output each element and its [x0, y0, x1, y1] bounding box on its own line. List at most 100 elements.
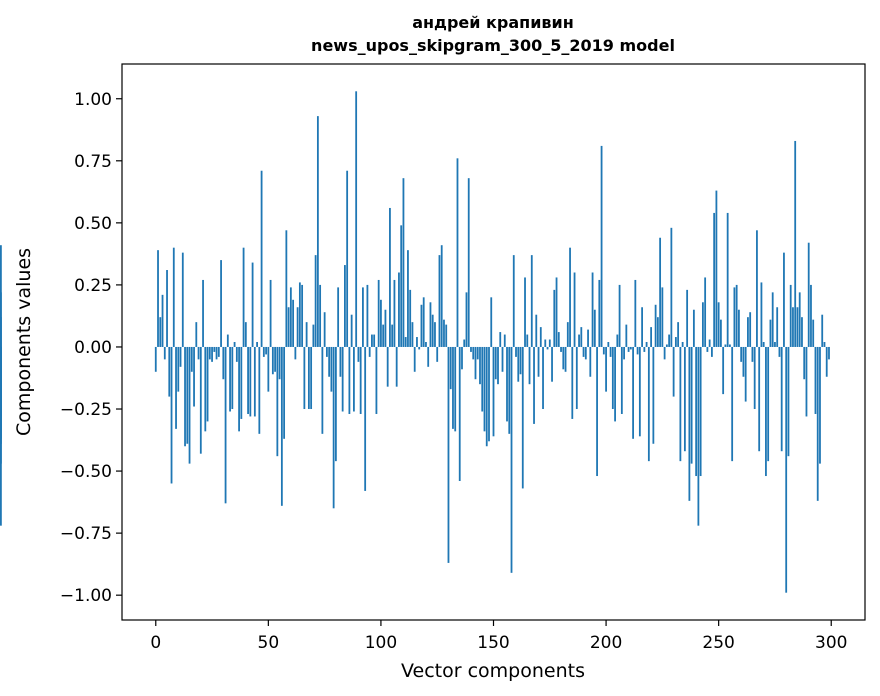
bar-component-271 — [765, 346, 767, 477]
bar-component-23 — [206, 346, 209, 422]
bar-component-131 — [449, 346, 452, 390]
bar-component-152 — [497, 346, 499, 385]
bar-component-20 — [199, 346, 202, 454]
bar-component-270 — [762, 342, 765, 347]
bar-component-8 — [172, 247, 175, 347]
bar-component-56 — [280, 346, 283, 506]
bar-component-265 — [751, 346, 754, 362]
bar-component-132 — [452, 346, 454, 429]
bar-component-113 — [409, 289, 412, 347]
bar-component-43 — [251, 262, 254, 347]
bar-component-187 — [575, 346, 578, 410]
bar-component-3 — [161, 294, 164, 347]
bar-component-109 — [400, 225, 403, 347]
x-tick-label: 0 — [150, 633, 161, 653]
bar-component-146 — [483, 346, 486, 432]
bar-component-209 — [625, 324, 628, 347]
bar-component-50 — [267, 346, 270, 392]
bar-component-158 — [510, 346, 513, 573]
bar-component-46 — [258, 346, 261, 434]
bar-component-55 — [278, 346, 281, 380]
x-tick-label: 100 — [365, 633, 397, 653]
bar-component-116 — [416, 337, 418, 347]
bar-component-175 — [548, 339, 551, 347]
bar-component-undefined — [0, 346, 2, 444]
bar-component-285 — [796, 307, 799, 347]
bar-component-196 — [596, 346, 598, 477]
bar-component-202 — [609, 346, 612, 357]
bar-component-29 — [220, 260, 222, 347]
bar-component-52 — [271, 346, 274, 375]
bar-component-112 — [407, 250, 409, 347]
bar-component-244 — [704, 277, 707, 347]
bar-component-252 — [722, 346, 725, 395]
bar-component-241 — [697, 346, 700, 526]
bar-component-92 — [362, 287, 364, 347]
bar-component-1 — [157, 250, 159, 347]
bar-component-211 — [629, 346, 632, 350]
bar-component-191 — [584, 346, 587, 360]
bar-component-26 — [213, 346, 216, 352]
bar-component-86 — [348, 346, 351, 414]
bar-component-19 — [197, 346, 200, 360]
bar-component-40 — [244, 322, 247, 347]
bar-component-63 — [296, 307, 299, 347]
bar-component-72 — [316, 116, 319, 347]
bar-component-293 — [814, 346, 817, 414]
bar-component-95 — [368, 346, 371, 357]
bar-component-171 — [539, 327, 542, 347]
x-tick-label: 50 — [258, 633, 280, 653]
bar-component-224 — [659, 237, 662, 347]
bar-component-undefined — [0, 245, 2, 347]
bar-component-206 — [618, 284, 621, 347]
bar-component-125 — [436, 346, 439, 362]
bar-component-87 — [350, 314, 353, 347]
bar-component-207 — [620, 346, 623, 414]
bar-component-254 — [726, 212, 729, 347]
bar-component-242 — [699, 346, 702, 477]
bar-component-255 — [729, 344, 731, 347]
bar-component-290 — [807, 242, 810, 347]
bar-component-11 — [179, 346, 182, 367]
bar-component-247 — [711, 346, 713, 357]
bar-component-233 — [679, 346, 682, 462]
bar-component-2 — [159, 317, 162, 347]
bar-component-174 — [546, 346, 549, 350]
bar-component-17 — [193, 346, 195, 407]
bar-component-194 — [591, 272, 594, 347]
bar-component-245 — [706, 346, 709, 352]
bar-component-97 — [373, 334, 376, 347]
bar-component-298 — [825, 346, 828, 377]
bar-component-204 — [614, 346, 616, 422]
bar-component-162 — [519, 346, 522, 375]
bar-component-251 — [720, 319, 722, 347]
bar-component-183 — [566, 322, 569, 347]
bar-component-240 — [695, 346, 698, 477]
bar-component-249 — [715, 190, 718, 347]
bar-component-111 — [404, 337, 407, 347]
x-tick-label: 250 — [702, 633, 734, 653]
bar-component-98 — [375, 346, 378, 414]
bar-component-96 — [371, 334, 373, 347]
bar-component-235 — [683, 346, 686, 452]
bar-component-180 — [560, 346, 562, 352]
bar-component-193 — [589, 346, 592, 377]
bar-component-261 — [742, 346, 745, 377]
bar-component-229 — [670, 227, 673, 347]
bar-component-15 — [188, 346, 191, 464]
bar-component-227 — [665, 344, 668, 347]
bar-component-14 — [186, 346, 189, 444]
bar-component-105 — [391, 324, 394, 347]
bar-component-119 — [422, 297, 425, 347]
bar-component-58 — [285, 230, 288, 347]
bar-component-140 — [470, 346, 472, 352]
bar-component-28 — [217, 346, 220, 357]
bar-component-232 — [677, 322, 680, 347]
bar-component-274 — [771, 292, 774, 347]
bar-component-102 — [384, 309, 387, 347]
bar-component-81 — [337, 287, 340, 347]
bar-component-100 — [380, 299, 382, 347]
bar-component-230 — [672, 346, 675, 397]
y-axis-ticks: −1.00 −0.75 −0.50 −0.25 0.00 0.25 0.50 0.75 1.00 — [60, 90, 122, 606]
bar-component-68 — [307, 346, 310, 410]
